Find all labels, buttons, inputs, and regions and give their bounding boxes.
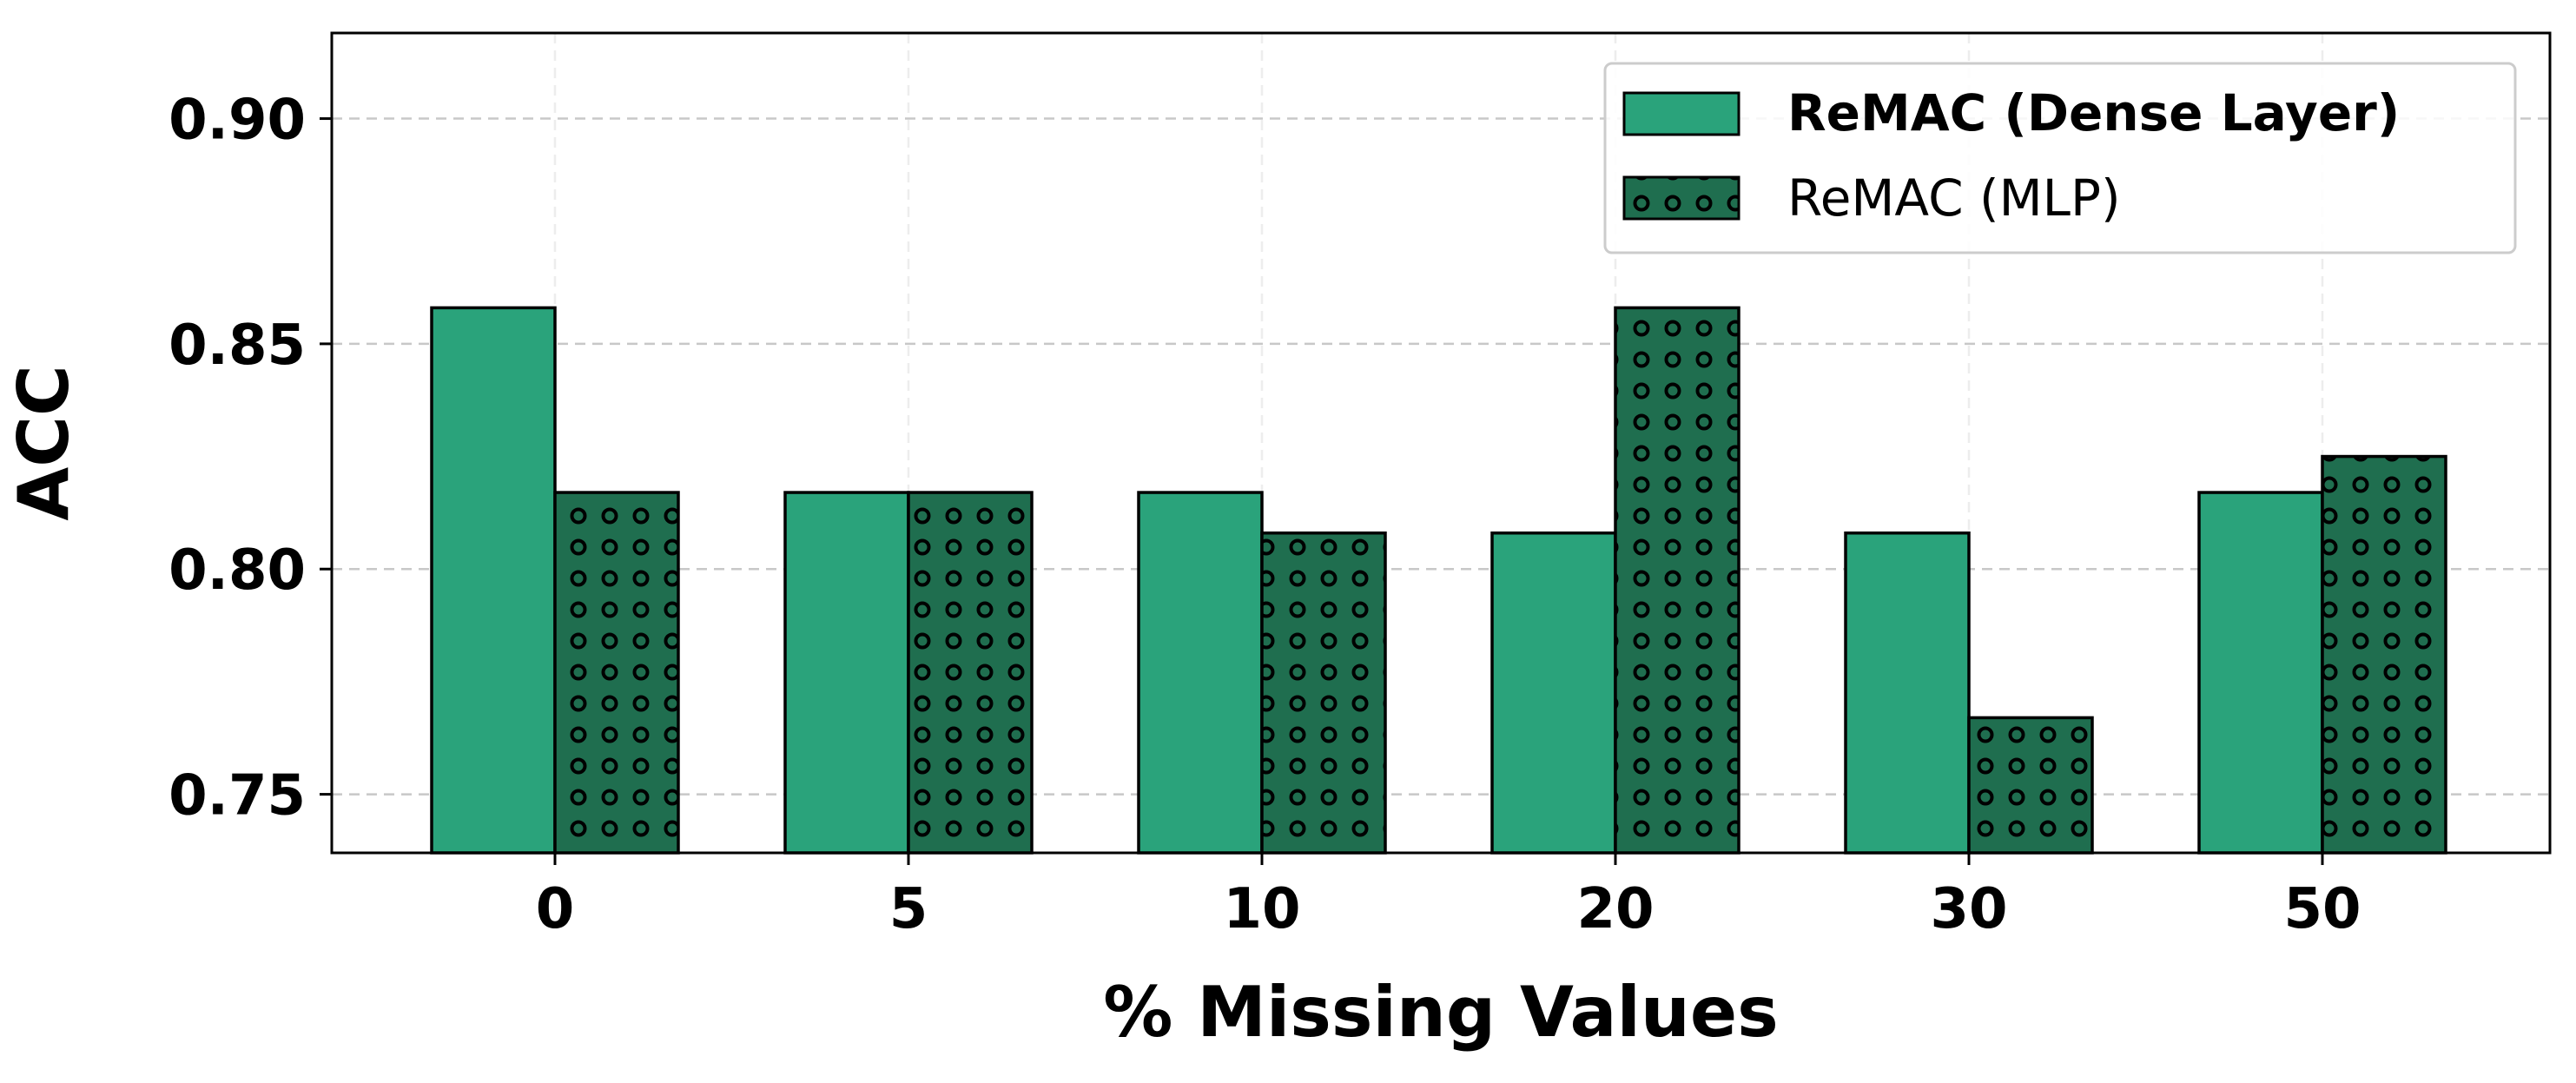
bar-series0-0 — [430, 306, 557, 855]
bar-series0-50 — [2197, 491, 2324, 855]
legend-label-dense-layer: ReMAC (Dense Layer) — [1787, 83, 2400, 142]
bar-series0-20 — [1490, 531, 1617, 855]
legend-label-mlp: ReMAC (MLP) — [1787, 168, 2121, 228]
y-tick-label-1: 0.80 — [168, 538, 306, 603]
x-tick-label-5: 50 — [2283, 877, 2361, 941]
bars — [430, 306, 2447, 855]
bar-series0-10 — [1137, 491, 1264, 855]
x-tick-label-4: 30 — [1930, 877, 2007, 941]
bar-series1-0 — [553, 491, 680, 855]
x-axis-label: % Missing Values — [1103, 972, 1779, 1053]
legend: ReMAC (Dense Layer) ReMAC (MLP) — [1603, 62, 2517, 254]
bar-series1-30 — [1967, 716, 2094, 855]
axis-ticks: 0.75 0.80 0.85 0.90 0 5 10 20 30 50 — [168, 89, 2361, 941]
y-axis-label: ACC — [3, 365, 84, 520]
x-tick-label-1: 5 — [889, 877, 928, 941]
x-tick-label-2: 10 — [1223, 877, 1300, 941]
bar-series1-5 — [907, 491, 1034, 855]
x-tick-label-0: 0 — [536, 877, 575, 941]
bar-series1-10 — [1260, 531, 1387, 855]
bar-series0-30 — [1844, 531, 1971, 855]
bar-series0-5 — [783, 491, 910, 855]
legend-box — [1603, 62, 2517, 254]
legend-swatch-dense-layer — [1622, 91, 1740, 136]
y-tick-label-2: 0.85 — [168, 314, 306, 378]
bar-series1-20 — [1614, 306, 1740, 855]
y-tick-label-3: 0.90 — [168, 89, 306, 153]
y-tick-label-0: 0.75 — [168, 764, 306, 829]
x-tick-label-3: 20 — [1576, 877, 1654, 941]
legend-swatch-mlp — [1622, 175, 1740, 221]
plot-frame — [330, 31, 2552, 855]
bar-series1-50 — [2321, 454, 2447, 855]
